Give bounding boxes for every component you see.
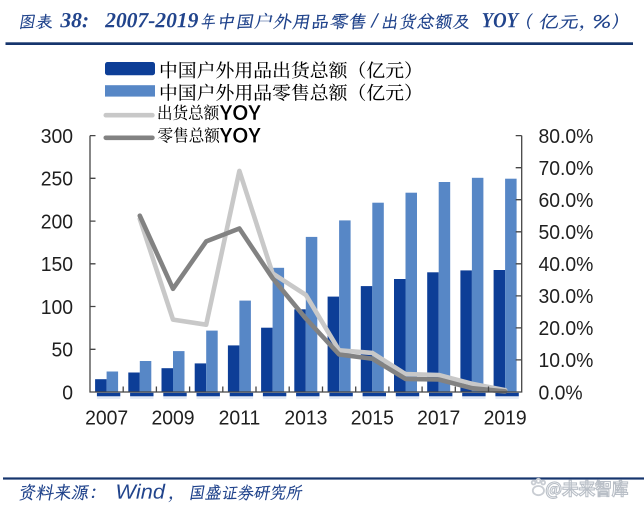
svg-text:300: 300 (41, 125, 73, 148)
svg-text:150: 150 (41, 254, 73, 277)
svg-text:100: 100 (41, 296, 73, 319)
svg-text:50.0%: 50.0% (539, 222, 594, 245)
svg-text:2013: 2013 (284, 407, 327, 430)
svg-text:40.0%: 40.0% (539, 254, 594, 277)
svg-text:0.0%: 0.0% (539, 382, 583, 405)
svg-text:250: 250 (41, 168, 73, 191)
svg-text:2019: 2019 (484, 407, 527, 430)
svg-text:2007: 2007 (85, 407, 128, 430)
svg-text:2015: 2015 (351, 407, 394, 430)
svg-text:200: 200 (41, 211, 73, 234)
svg-text:50: 50 (51, 339, 73, 362)
svg-text:30.0%: 30.0% (539, 286, 594, 309)
svg-text:70.0%: 70.0% (539, 158, 594, 181)
svg-text:2009: 2009 (151, 407, 194, 430)
svg-text:60.0%: 60.0% (539, 190, 594, 213)
svg-text:2011: 2011 (219, 407, 261, 430)
svg-text:0: 0 (62, 382, 73, 405)
svg-text:80.0%: 80.0% (539, 125, 594, 148)
svg-text:2017: 2017 (417, 407, 460, 430)
svg-text:10.0%: 10.0% (539, 350, 594, 373)
svg-text:20.0%: 20.0% (539, 318, 594, 341)
